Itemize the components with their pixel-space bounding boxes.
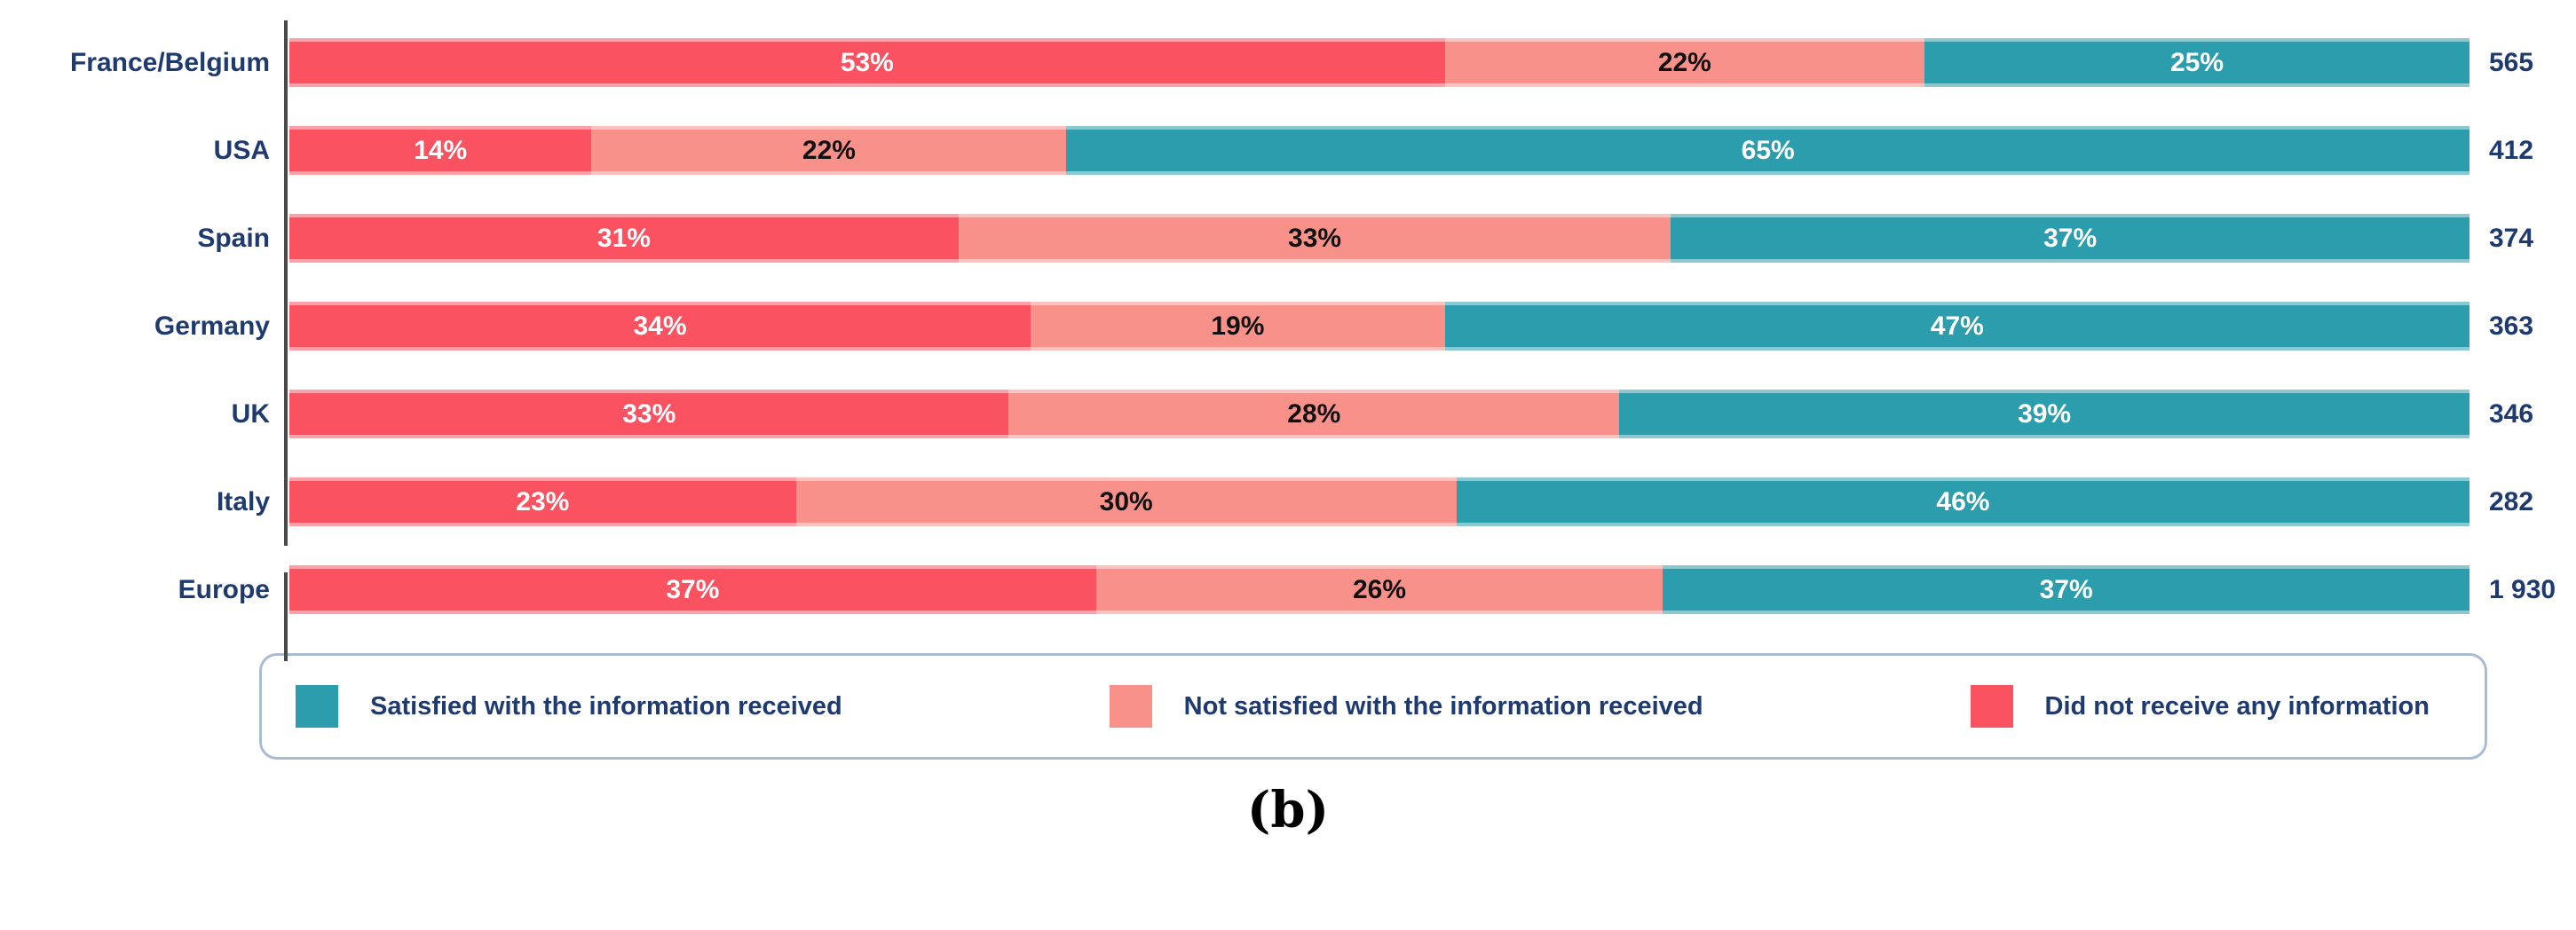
stacked-bar: 34% 19% 47% — [289, 302, 2469, 351]
bar-segment-satisfied: 65% — [1066, 126, 2469, 175]
stacked-bar: 53% 22% 25% — [289, 38, 2469, 87]
segment-value-label: 22% — [802, 135, 856, 165]
segment-value-label: 53% — [840, 47, 894, 77]
bar-segment-not-satisfied: 26% — [1095, 565, 1663, 614]
bar-segment-did-not-receive: 14% — [289, 126, 592, 175]
chart-row: Europe 37% 26% 37% 1 930 — [0, 565, 2576, 614]
y-axis-line-main — [284, 20, 288, 546]
bar-segment-did-not-receive: 23% — [289, 477, 796, 526]
stacked-bar: 31% 33% 37% — [289, 214, 2469, 263]
category-label: Spain — [197, 223, 270, 253]
segment-value-label: 33% — [1288, 223, 1342, 253]
legend-item-did-not-receive: Did not receive any information — [1970, 685, 2430, 728]
chart-row: Germany 34% 19% 47% 363 — [0, 302, 2576, 351]
stacked-bar: 14% 22% 65% — [289, 126, 2469, 175]
legend: Satisfied with the information received N… — [259, 653, 2487, 760]
chart-row: France/Belgium 53% 22% 25% 565 — [0, 38, 2576, 87]
legend-swatch-did-not-receive — [1970, 685, 2013, 728]
bar-segment-not-satisfied: 22% — [591, 126, 1067, 175]
chart-row: USA 14% 22% 65% 412 — [0, 126, 2576, 175]
bar-segment-not-satisfied: 22% — [1444, 38, 1924, 87]
segment-value-label: 30% — [1099, 486, 1153, 516]
bar-segment-satisfied: 47% — [1444, 302, 2469, 351]
bar-segment-satisfied: 39% — [1619, 390, 2470, 438]
segment-value-label: 37% — [2039, 574, 2093, 604]
segment-value-label: 23% — [516, 486, 570, 516]
stacked-bar: 37% 26% 37% — [289, 565, 2469, 614]
legend-swatch-satisfied — [296, 685, 338, 728]
bar-segment-not-satisfied: 19% — [1031, 302, 1445, 351]
row-total-label: 346 — [2489, 398, 2534, 429]
bar-segment-did-not-receive: 53% — [289, 38, 1445, 87]
segment-value-label: 22% — [1657, 47, 1711, 77]
category-label: France/Belgium — [69, 47, 270, 77]
bar-segment-satisfied: 37% — [1671, 214, 2469, 263]
segment-value-label: 37% — [666, 574, 720, 604]
segment-value-label: 25% — [2169, 47, 2224, 77]
segment-value-label: 47% — [1930, 311, 1984, 341]
segment-value-label: 31% — [597, 223, 651, 253]
legend-label: Not satisfied with the information recei… — [1183, 691, 1703, 721]
stacked-bar: 33% 28% 39% — [289, 390, 2470, 438]
legend-label: Did not receive any information — [2044, 691, 2430, 721]
segment-value-label: 28% — [1287, 398, 1341, 429]
category-label: UK — [231, 398, 270, 429]
stacked-bar: 23% 30% 46% — [289, 477, 2469, 526]
bar-segment-not-satisfied: 28% — [1008, 390, 1620, 438]
row-total-label: 412 — [2489, 135, 2534, 165]
y-axis-line-europe — [284, 572, 288, 661]
bar-segment-satisfied: 25% — [1924, 38, 2469, 87]
segment-value-label: 26% — [1352, 574, 1407, 604]
segment-value-label: 14% — [414, 135, 468, 165]
row-total-label: 1 930 — [2489, 574, 2556, 604]
segment-value-label: 65% — [1741, 135, 1795, 165]
bar-segment-did-not-receive: 33% — [289, 390, 1009, 438]
row-total-label: 565 — [2489, 47, 2534, 77]
segment-value-label: 19% — [1211, 311, 1265, 341]
legend-label: Satisfied with the information received — [370, 691, 842, 721]
chart-row: Italy 23% 30% 46% 282 — [0, 477, 2576, 526]
row-total-label: 363 — [2489, 311, 2534, 341]
bar-segment-did-not-receive: 34% — [289, 302, 1031, 351]
bar-segment-not-satisfied: 33% — [958, 214, 1671, 263]
category-label: Europe — [178, 574, 270, 604]
row-total-label: 374 — [2489, 223, 2534, 253]
legend-item-not-satisfied: Not satisfied with the information recei… — [1109, 685, 1703, 728]
category-label: USA — [213, 135, 270, 165]
legend-item-satisfied: Satisfied with the information received — [296, 685, 842, 728]
stacked-bar-chart: France/Belgium 53% 22% 25% 565 USA 14% 22% 65% 41… — [0, 20, 2576, 661]
bar-rows: France/Belgium 53% 22% 25% 565 USA 14% 22% 65% 41… — [0, 38, 2576, 614]
segment-value-label: 37% — [2043, 223, 2098, 253]
segment-value-label: 34% — [633, 311, 687, 341]
bar-segment-satisfied: 37% — [1663, 565, 2469, 614]
row-total-label: 282 — [2489, 486, 2534, 516]
legend-swatch-not-satisfied — [1109, 685, 1152, 728]
bar-segment-satisfied: 46% — [1456, 477, 2469, 526]
segment-value-label: 33% — [622, 398, 676, 429]
category-label: Germany — [154, 311, 270, 341]
chart-row: UK 33% 28% 39% 346 — [0, 390, 2576, 438]
segment-value-label: 46% — [1936, 486, 1990, 516]
figure-caption: (b) — [1246, 781, 1330, 839]
bar-segment-did-not-receive: 31% — [289, 214, 959, 263]
chart-row: Spain 31% 33% 37% 374 — [0, 214, 2576, 263]
bar-segment-did-not-receive: 37% — [289, 565, 1096, 614]
segment-value-label: 39% — [2018, 398, 2072, 429]
category-label: Italy — [216, 486, 270, 516]
bar-segment-not-satisfied: 30% — [795, 477, 1457, 526]
